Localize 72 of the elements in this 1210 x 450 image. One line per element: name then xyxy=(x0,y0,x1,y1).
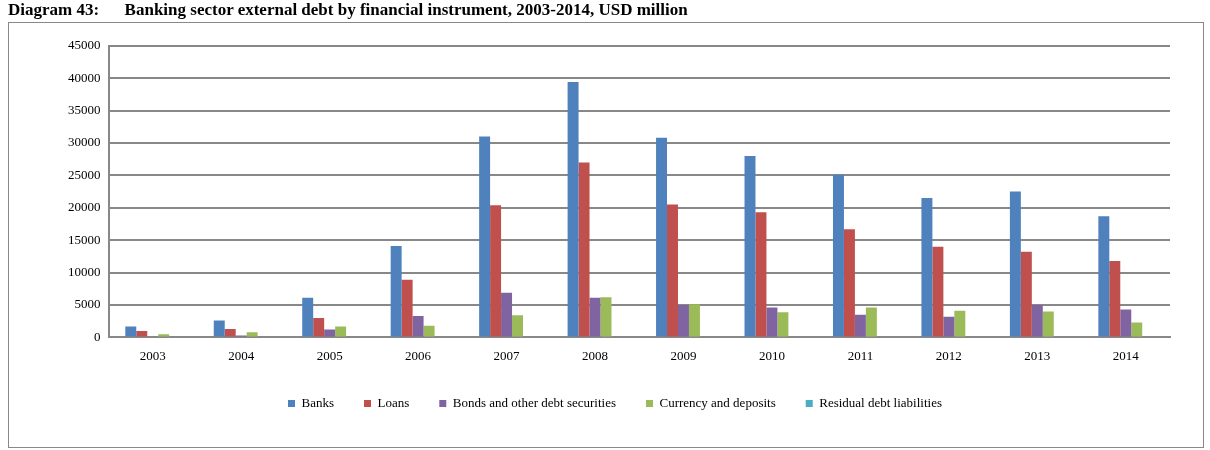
y-tick-label: 45000 xyxy=(68,37,101,53)
bar xyxy=(479,136,491,337)
bar xyxy=(954,310,966,337)
bar xyxy=(335,326,347,337)
x-tick-label: 2013 xyxy=(1024,347,1051,363)
bar xyxy=(943,316,955,337)
bar xyxy=(490,205,502,337)
y-tick-label: 25000 xyxy=(68,166,101,182)
x-tick-label: 2008 xyxy=(582,347,609,363)
bar xyxy=(678,305,689,337)
x-tick-label: 2005 xyxy=(316,347,343,363)
bar xyxy=(567,82,579,337)
bar xyxy=(932,246,944,337)
bar xyxy=(302,297,314,337)
bar xyxy=(512,315,524,337)
bar xyxy=(656,137,668,337)
bar xyxy=(1020,251,1032,337)
bar xyxy=(390,246,402,337)
x-tick-label: 2004 xyxy=(228,347,255,363)
bar xyxy=(843,229,855,337)
x-tick-label: 2009 xyxy=(670,347,697,363)
bar xyxy=(1109,260,1121,337)
bar xyxy=(213,320,225,337)
y-tick-label: 0 xyxy=(94,328,101,344)
legend-label: Loans xyxy=(377,394,410,410)
x-tick-label: 2011 xyxy=(847,347,874,363)
y-tick-label: 20000 xyxy=(68,199,101,215)
x-tick-label: 2014 xyxy=(1112,347,1140,363)
x-tick-label: 2007 xyxy=(493,347,521,363)
bar xyxy=(600,297,612,337)
bar xyxy=(921,198,933,337)
y-tick-label: 30000 xyxy=(68,134,101,150)
bar xyxy=(136,330,148,337)
bar xyxy=(313,317,325,337)
bar xyxy=(755,212,767,337)
x-tick-label: 2003 xyxy=(139,347,166,363)
legend-label: Banks xyxy=(301,394,335,410)
y-tick-label: 10000 xyxy=(68,264,101,280)
bar xyxy=(1009,191,1021,337)
bar xyxy=(766,307,778,337)
chart-title: Diagram 43: Banking sector external debt by financial instrument, 2003-2014, USD million xyxy=(8,0,688,20)
bar xyxy=(744,155,756,337)
x-tick-label: 2010 xyxy=(758,347,785,363)
bar xyxy=(423,325,435,337)
bar xyxy=(1042,311,1054,337)
legend-label: Currency and deposits xyxy=(659,394,776,410)
bar xyxy=(1131,322,1143,337)
bar xyxy=(589,297,601,337)
bar xyxy=(125,326,137,337)
bar xyxy=(578,162,590,337)
y-tick-label: 40000 xyxy=(68,69,101,85)
bar xyxy=(777,312,789,337)
bar xyxy=(667,204,678,337)
bar xyxy=(1120,309,1132,337)
y-tick-label: 35000 xyxy=(68,102,101,118)
x-tick-label: 2006 xyxy=(405,347,432,363)
bar xyxy=(865,307,877,337)
bar xyxy=(688,304,700,337)
bar xyxy=(401,279,413,337)
bar xyxy=(1031,305,1043,337)
bar xyxy=(854,314,866,337)
bar xyxy=(224,328,236,337)
bar xyxy=(412,316,424,337)
bar xyxy=(1098,216,1110,337)
legend-label: Bonds and other debt securities xyxy=(452,394,616,410)
x-tick-label: 2012 xyxy=(935,347,962,363)
bar xyxy=(832,174,844,337)
legend-label: Residual debt liabilities xyxy=(819,394,942,410)
y-tick-label: 5000 xyxy=(74,296,101,312)
y-tick-label: 15000 xyxy=(68,231,101,247)
bar xyxy=(246,332,258,337)
bar xyxy=(501,292,513,337)
